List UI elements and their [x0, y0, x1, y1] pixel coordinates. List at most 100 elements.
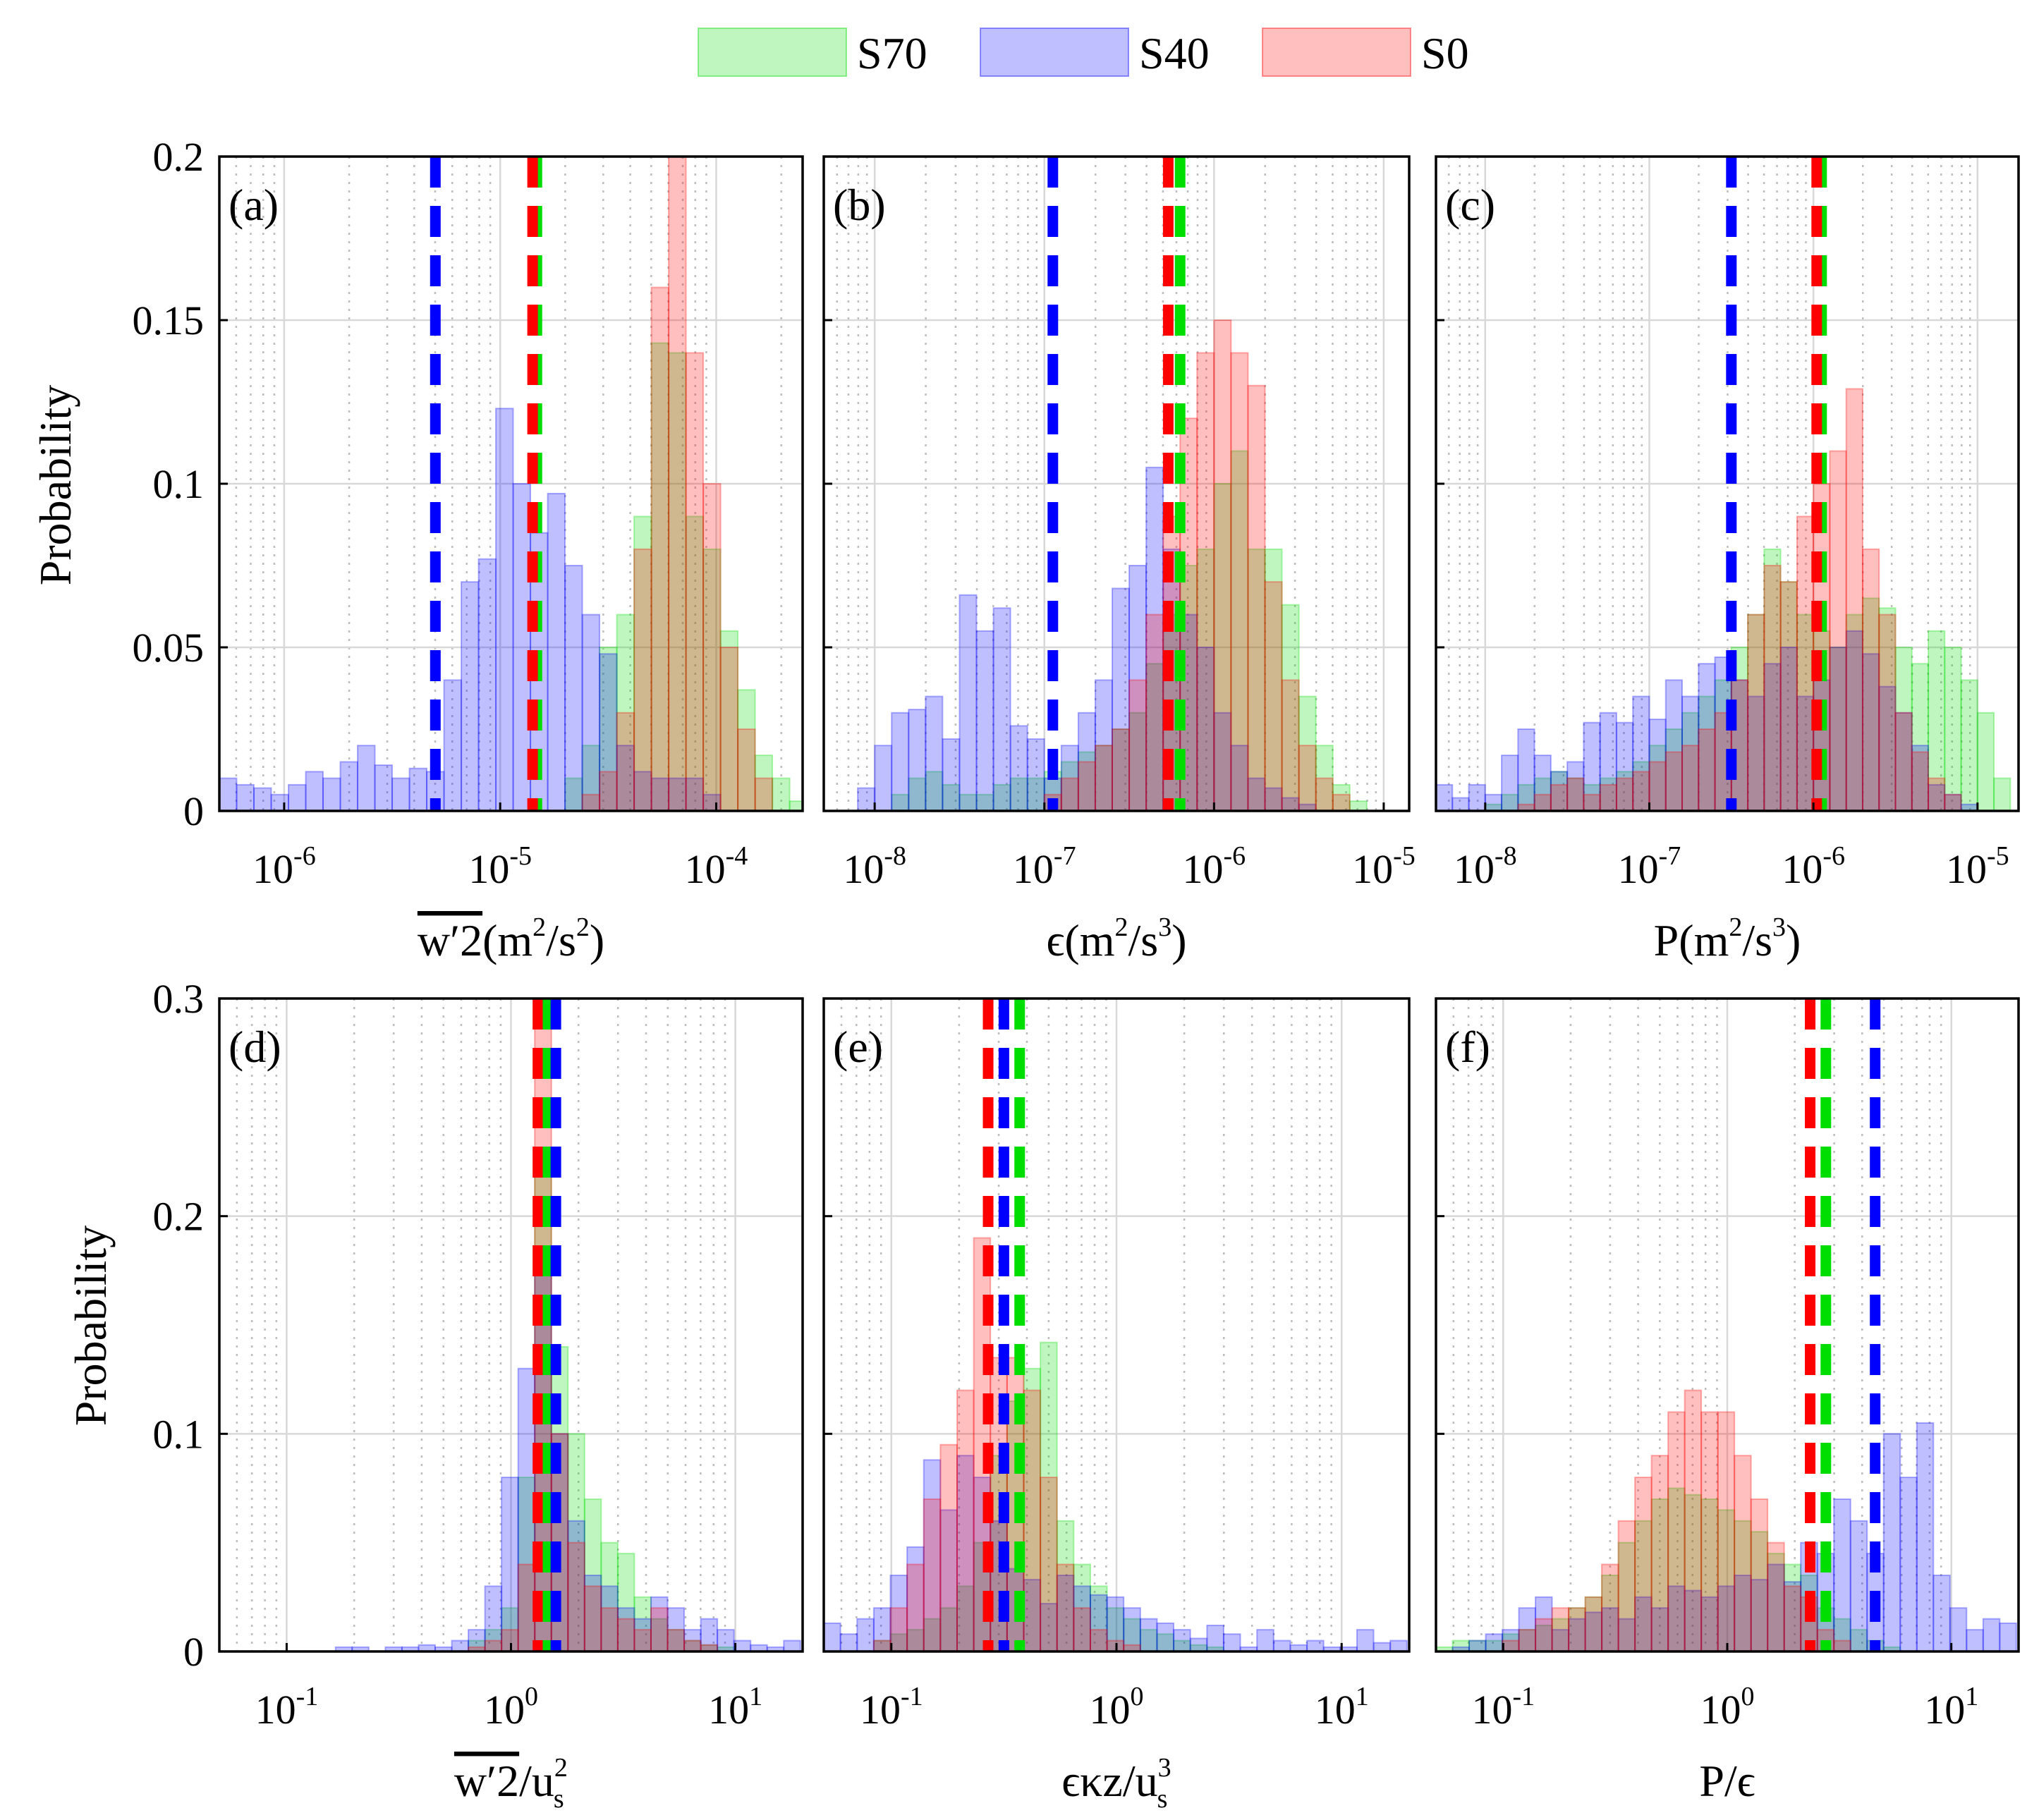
panel-a: 0 0.05 0.1 0.15 0.2 10-6 10-5 10-4 (a) w′2(m2/s2)	[133, 134, 804, 965]
bar-s40	[451, 1639, 470, 1651]
y-tick-label: 0.1	[153, 461, 205, 507]
bar-s40	[856, 1618, 875, 1651]
bar-s0	[1664, 751, 1684, 811]
bar-s40	[501, 1477, 519, 1651]
x-tick-label: 10-6	[1782, 841, 1845, 892]
bar-s70	[789, 800, 803, 811]
bar-s70	[958, 793, 978, 811]
bar-s0	[1040, 1477, 1058, 1651]
legend-swatch	[698, 28, 847, 77]
bar-s0	[872, 1639, 891, 1651]
bar-s70	[1861, 597, 1880, 811]
bar-s40	[1982, 1618, 2001, 1651]
bar-s40	[958, 594, 978, 811]
bar-s40	[1111, 587, 1131, 811]
bar-s40	[1833, 1498, 1851, 1651]
legend-swatch	[1262, 28, 1411, 77]
bar-s40	[288, 783, 307, 811]
bar-s40	[564, 565, 583, 811]
bar-s70	[1911, 663, 1930, 811]
bar-s0	[1298, 745, 1317, 811]
bar-s70	[754, 755, 774, 811]
bar-s70	[567, 1433, 585, 1651]
y-tick-labels	[1436, 997, 1444, 1653]
bar-s0	[633, 548, 652, 811]
bar-s70	[1684, 1494, 1703, 1651]
bar-s70	[1750, 1531, 1769, 1651]
bar-s0	[1617, 1520, 1636, 1651]
x-tick-label: 10-1	[860, 1682, 923, 1733]
bar-s0	[1023, 1389, 1042, 1651]
bar-s70	[975, 793, 994, 811]
bar-s40	[1468, 783, 1486, 811]
bar-s40	[1173, 1629, 1191, 1651]
bar-s70	[1783, 1563, 1802, 1651]
y-tick-labels	[1436, 155, 1444, 812]
bar-s40	[1247, 777, 1266, 811]
bar-s70	[1634, 1520, 1652, 1651]
bar-s40	[1306, 1639, 1325, 1651]
bar-s70	[772, 777, 791, 811]
bar-s70	[908, 777, 927, 811]
bar-s40	[357, 745, 376, 811]
bars	[1436, 388, 2011, 811]
bar-s70	[685, 515, 705, 811]
bar-s0	[650, 1607, 669, 1651]
bar-s70	[891, 793, 910, 811]
bar-s70	[1111, 728, 1131, 811]
legend-swatch	[980, 28, 1129, 77]
bar-s70	[1976, 711, 1995, 811]
bar-s70	[1264, 548, 1283, 811]
bar-s0	[1230, 352, 1249, 811]
bar-s40	[495, 408, 514, 811]
bar-s70	[581, 745, 601, 811]
bar-s40	[1272, 1639, 1291, 1651]
mean-lines	[1047, 157, 1186, 811]
panel-label: (c)	[1445, 180, 1495, 230]
bar-s0	[754, 777, 774, 811]
bar-s40	[408, 767, 428, 811]
x-tick-label: 101	[1315, 1682, 1369, 1733]
bar-s0	[1583, 793, 1601, 811]
bar-s70	[1517, 783, 1535, 811]
bar-s70	[1779, 581, 1798, 811]
bar-s70	[1145, 663, 1164, 811]
series-s70	[1436, 1487, 1901, 1651]
bar-s40	[1485, 1633, 1504, 1651]
bar-s40	[1849, 1520, 1868, 1651]
bar-s40	[270, 793, 290, 811]
x-axis-label: P/ϵ	[1699, 1756, 1755, 1806]
bar-s40	[477, 558, 497, 811]
bar-s0	[1568, 1607, 1586, 1651]
x-tick-label: 10-5	[1352, 841, 1416, 892]
bar-s40	[1094, 679, 1113, 811]
bar-s0	[1878, 613, 1897, 811]
bar-s70	[1829, 647, 1847, 811]
gridlines	[219, 157, 803, 811]
x-tick-label: 10-5	[1946, 841, 2009, 892]
x-tick-label: 101	[1924, 1682, 1978, 1733]
bar-s0	[667, 1629, 686, 1651]
bar-s40	[1517, 728, 1535, 811]
bar-s70	[650, 342, 670, 811]
bar-s40	[1779, 647, 1798, 811]
bar-s40	[992, 607, 1011, 811]
bar-s70	[992, 783, 1011, 811]
gridlines	[219, 998, 803, 1651]
bar-s0	[702, 483, 722, 811]
bar-s0	[650, 286, 670, 811]
bars	[334, 998, 801, 1651]
bar-s40	[1451, 797, 1470, 811]
x-tick-label: 10-1	[255, 1682, 319, 1733]
x-tick-label: 10-8	[1454, 841, 1517, 892]
bar-s40	[339, 761, 359, 811]
bar-s70	[1894, 647, 1913, 811]
bar-s0	[616, 1618, 635, 1651]
bar-s0	[1213, 319, 1232, 811]
bar-s40	[1501, 755, 1519, 811]
x-tick-labels: 10-8 10-7 10-6 10-5	[1454, 802, 2009, 892]
bar-s0	[683, 1639, 702, 1651]
bar-s0	[1060, 777, 1079, 811]
bar-s40	[236, 783, 255, 811]
bar-s40	[1484, 793, 1503, 811]
